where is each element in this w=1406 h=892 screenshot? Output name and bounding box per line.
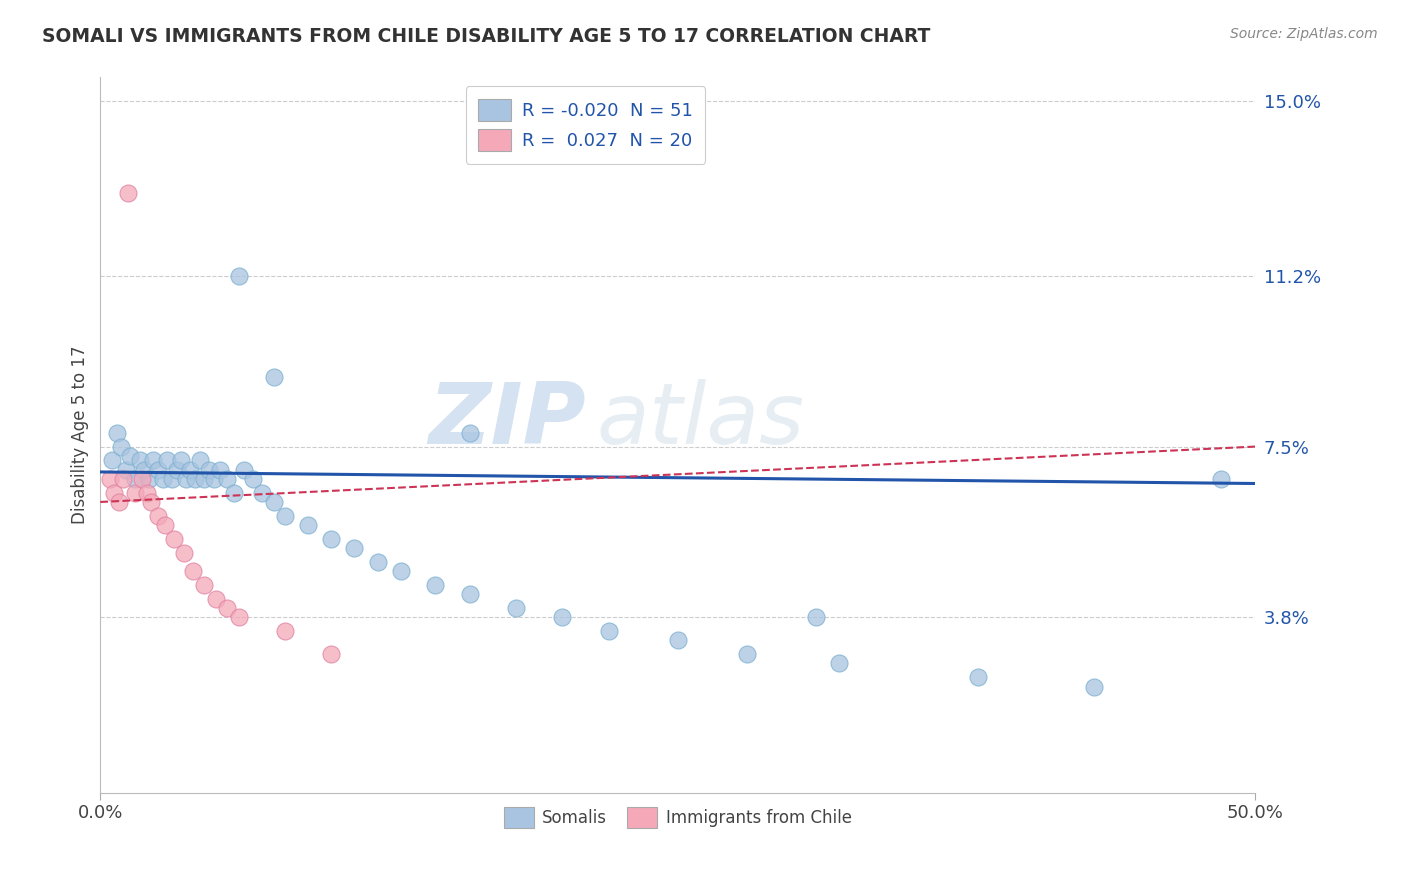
Point xyxy=(828,657,851,671)
Point xyxy=(184,472,207,486)
Point xyxy=(173,546,195,560)
Point xyxy=(274,508,297,523)
Point xyxy=(367,555,389,569)
Point xyxy=(153,518,176,533)
Text: SOMALI VS IMMIGRANTS FROM CHILE DISABILITY AGE 5 TO 17 CORRELATION CHART: SOMALI VS IMMIGRANTS FROM CHILE DISABILI… xyxy=(42,27,931,45)
Point xyxy=(274,624,297,639)
Point xyxy=(103,485,125,500)
Point xyxy=(138,472,160,486)
Point xyxy=(174,472,197,486)
Point xyxy=(142,453,165,467)
Point xyxy=(217,601,239,615)
Legend: Somalis, Immigrants from Chile: Somalis, Immigrants from Chile xyxy=(498,801,858,834)
Point xyxy=(343,541,366,555)
Point xyxy=(209,463,232,477)
Y-axis label: Disability Age 5 to 17: Disability Age 5 to 17 xyxy=(72,346,89,524)
Point xyxy=(181,564,204,578)
Point xyxy=(806,610,828,624)
Point xyxy=(120,449,142,463)
Point xyxy=(124,485,146,500)
Point xyxy=(1209,472,1232,486)
Point xyxy=(114,463,136,477)
Point xyxy=(666,633,689,648)
Point xyxy=(205,591,228,606)
Point xyxy=(131,472,153,486)
Point xyxy=(135,485,157,500)
Point xyxy=(598,624,620,639)
Point xyxy=(458,425,481,440)
Point xyxy=(228,268,250,283)
Point xyxy=(321,532,343,546)
Point xyxy=(98,472,121,486)
Point xyxy=(166,463,188,477)
Point xyxy=(1083,680,1105,694)
Point xyxy=(124,472,146,486)
Point xyxy=(193,578,215,592)
Point xyxy=(224,485,246,500)
Point xyxy=(112,472,135,486)
Point xyxy=(458,587,481,601)
Point xyxy=(146,463,169,477)
Point xyxy=(117,186,139,200)
Point xyxy=(217,472,239,486)
Point xyxy=(110,440,132,454)
Point xyxy=(389,564,412,578)
Point xyxy=(128,453,150,467)
Point xyxy=(242,472,264,486)
Point xyxy=(146,508,169,523)
Text: atlas: atlas xyxy=(598,379,806,462)
Point xyxy=(170,453,193,467)
Text: ZIP: ZIP xyxy=(427,379,585,462)
Point xyxy=(156,453,179,467)
Point xyxy=(425,578,447,592)
Point xyxy=(228,610,250,624)
Point xyxy=(250,485,273,500)
Point xyxy=(198,463,221,477)
Point xyxy=(505,601,527,615)
Point xyxy=(141,495,163,509)
Point xyxy=(297,518,319,533)
Point xyxy=(232,463,254,477)
Point xyxy=(967,670,990,684)
Point xyxy=(551,610,574,624)
Point xyxy=(163,532,186,546)
Point xyxy=(735,647,758,661)
Point xyxy=(152,472,174,486)
Point xyxy=(188,453,211,467)
Point xyxy=(134,463,156,477)
Point xyxy=(263,495,285,509)
Point xyxy=(263,370,285,384)
Point xyxy=(101,453,124,467)
Point xyxy=(193,472,215,486)
Point xyxy=(105,425,128,440)
Point xyxy=(202,472,225,486)
Point xyxy=(160,472,183,486)
Text: Source: ZipAtlas.com: Source: ZipAtlas.com xyxy=(1230,27,1378,41)
Point xyxy=(108,495,131,509)
Point xyxy=(179,463,201,477)
Point xyxy=(321,647,343,661)
